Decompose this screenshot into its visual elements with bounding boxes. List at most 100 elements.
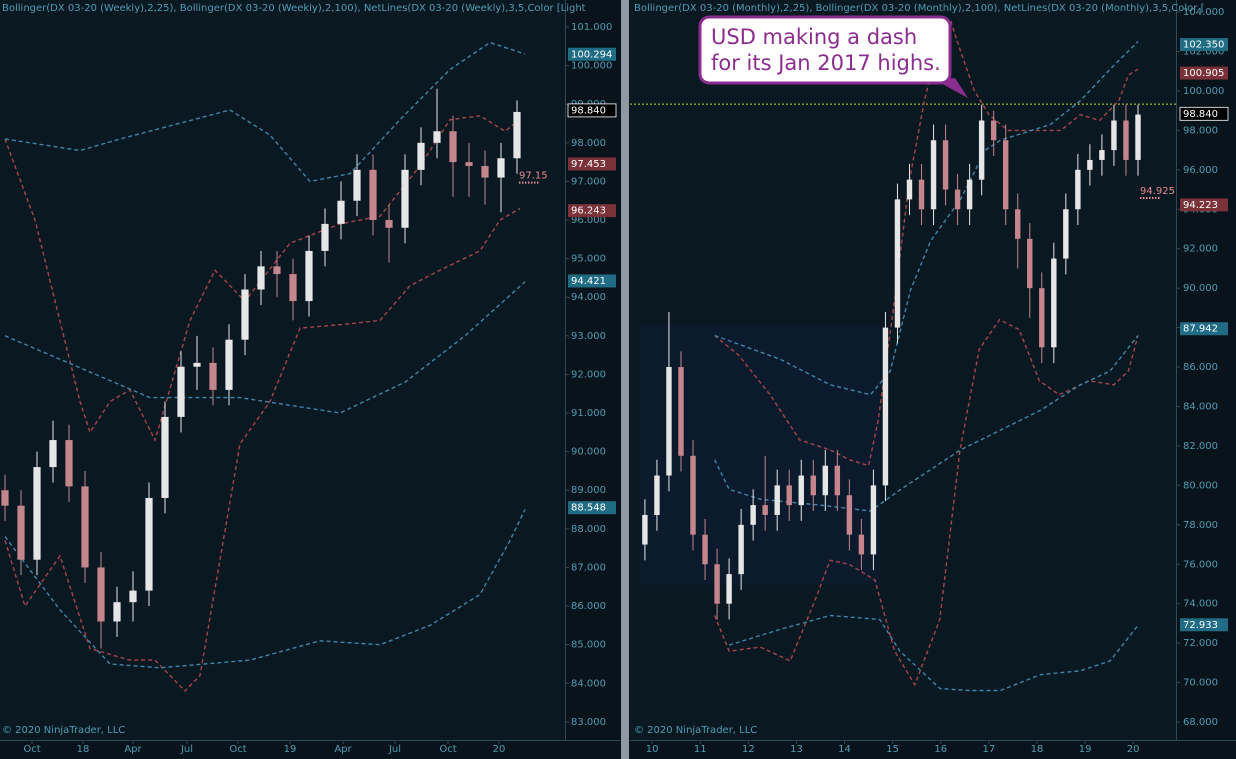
copyright: © 2020 NinjaTrader, LLC bbox=[2, 725, 125, 736]
candle-body bbox=[161, 416, 169, 498]
candle-body bbox=[369, 169, 377, 221]
panel bbox=[1, 41, 526, 693]
x-tick-label: 10 bbox=[646, 744, 659, 755]
candle-body bbox=[774, 485, 780, 515]
price-label: 98.840 bbox=[571, 105, 606, 116]
candle-body bbox=[858, 534, 865, 555]
y-tick-label: 86.000 bbox=[1183, 362, 1218, 373]
candle-body bbox=[97, 567, 105, 622]
y-tick-label: 96.000 bbox=[571, 215, 606, 226]
candle-body bbox=[1027, 238, 1033, 289]
y-tick-label: 74.000 bbox=[1183, 599, 1218, 610]
candle-body bbox=[273, 266, 281, 275]
candle-body bbox=[990, 120, 997, 141]
indicator-header: Bollinger(DX 03-20 (Monthly),2,25), Boll… bbox=[634, 3, 1204, 14]
band-line bbox=[714, 335, 1139, 512]
candle-body bbox=[1087, 159, 1093, 170]
band-line bbox=[4, 207, 521, 693]
candle-body bbox=[81, 486, 89, 568]
shade bbox=[640, 325, 880, 585]
price-label: 88.548 bbox=[571, 503, 606, 514]
y-tick-label: 83.000 bbox=[571, 717, 606, 728]
y-tick-label: 84.000 bbox=[1183, 401, 1218, 412]
x-tick-label: 15 bbox=[886, 744, 899, 755]
y-tick-label: 85.000 bbox=[571, 640, 606, 651]
x-tick-label: Oct bbox=[229, 744, 246, 755]
y-tick-label: 90.000 bbox=[571, 447, 606, 458]
indicator-header: Bollinger(DX 03-20 (Weekly),2,25), Bolli… bbox=[2, 3, 586, 14]
net-line-label: 97.15 bbox=[519, 171, 548, 182]
candle-body bbox=[225, 339, 233, 390]
candle-body bbox=[257, 266, 265, 290]
y-tick-label: 92.000 bbox=[1183, 244, 1218, 255]
copyright: © 2020 NinjaTrader, LLC bbox=[634, 725, 757, 736]
x-tick-label: 20 bbox=[493, 744, 506, 755]
y-tick-label: 90.000 bbox=[1183, 283, 1218, 294]
price-label: 72.933 bbox=[1183, 620, 1218, 631]
x-tick-label: Oct bbox=[23, 744, 40, 755]
price-label: 98.840 bbox=[1183, 109, 1218, 120]
y-tick-label: 70.000 bbox=[1183, 678, 1218, 689]
candle-body bbox=[1075, 169, 1081, 210]
y-tick-label: 72.000 bbox=[1183, 638, 1218, 649]
candle-body bbox=[113, 602, 121, 622]
price-label-box bbox=[568, 157, 616, 171]
x-tick-label: 19 bbox=[1079, 744, 1092, 755]
y-tick-label: 91.000 bbox=[571, 408, 606, 419]
candle-body bbox=[49, 440, 57, 468]
x-tick-label: Jul bbox=[388, 744, 401, 755]
price-label: 100.905 bbox=[1183, 68, 1224, 79]
price-label: 102.350 bbox=[1183, 40, 1224, 51]
y-tick-label: 76.000 bbox=[1183, 559, 1218, 570]
price-label: 94.223 bbox=[1183, 200, 1218, 211]
candle-body bbox=[906, 179, 913, 200]
candle-body bbox=[810, 475, 816, 496]
candle-body bbox=[65, 440, 73, 487]
candle-body bbox=[846, 495, 853, 535]
y-tick-label: 97.000 bbox=[571, 176, 606, 187]
candle-body bbox=[762, 505, 768, 515]
candle-body bbox=[433, 131, 441, 143]
candle-body bbox=[33, 467, 41, 560]
band-line bbox=[728, 614, 1139, 692]
divider bbox=[621, 0, 629, 759]
candle-body bbox=[241, 289, 249, 340]
candle-body bbox=[738, 524, 744, 575]
annotation-box bbox=[698, 15, 952, 85]
candle-body bbox=[798, 475, 804, 506]
band-line bbox=[4, 281, 526, 414]
candle-body bbox=[1123, 120, 1129, 160]
x-tick-label: 18 bbox=[77, 744, 90, 755]
band-line bbox=[4, 41, 526, 183]
candle-body bbox=[513, 111, 521, 159]
y-tick-label: 93.000 bbox=[571, 331, 606, 342]
candle-body bbox=[193, 362, 201, 367]
x-tick-label: 17 bbox=[983, 744, 996, 755]
x-tick-label: Oct bbox=[439, 744, 456, 755]
band-line bbox=[714, 17, 1139, 467]
y-tick-label: 95.000 bbox=[571, 254, 606, 265]
x-tick-label: 16 bbox=[934, 744, 947, 755]
net-line-label: 94.925 bbox=[1140, 186, 1175, 197]
y-tick-label: 98.000 bbox=[571, 138, 606, 149]
candle-body bbox=[209, 362, 217, 390]
candle-body bbox=[1, 490, 9, 506]
y-tick-label: 86.000 bbox=[571, 601, 606, 612]
candle-body bbox=[1051, 258, 1057, 348]
candle-body bbox=[978, 120, 985, 180]
price-label: 100.294 bbox=[571, 49, 612, 60]
band-line bbox=[4, 509, 526, 669]
candle-body bbox=[385, 220, 393, 228]
price-label: 94.421 bbox=[571, 276, 606, 287]
price-label-box bbox=[1180, 38, 1228, 52]
candle-body bbox=[834, 465, 841, 496]
price-label: 97.453 bbox=[571, 159, 606, 170]
price-label: 87.942 bbox=[1183, 324, 1218, 335]
annotation-text: USD making a dash bbox=[711, 25, 917, 49]
y-tick-label: 68.000 bbox=[1183, 717, 1218, 728]
candle-body bbox=[1099, 150, 1105, 160]
x-tick-label: 14 bbox=[838, 744, 851, 755]
y-tick-label: 89.000 bbox=[571, 485, 606, 496]
candle-body bbox=[654, 475, 660, 515]
